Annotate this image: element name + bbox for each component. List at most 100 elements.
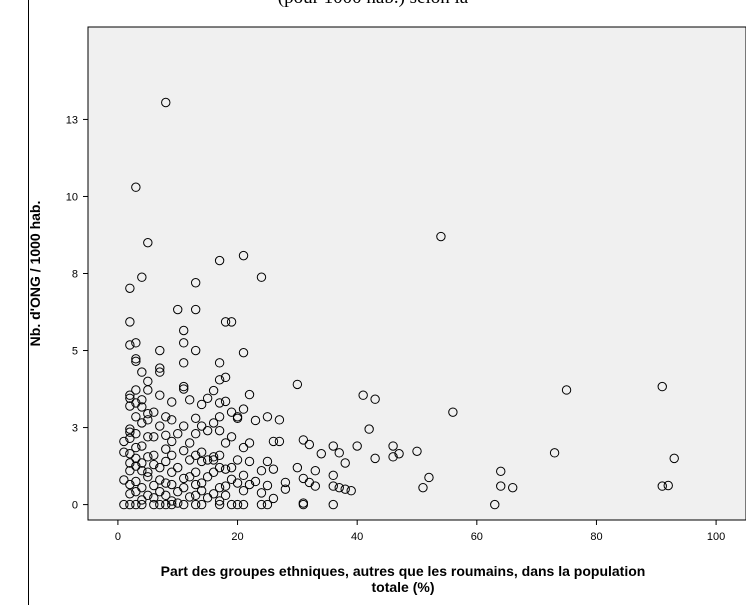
data-point <box>137 495 147 505</box>
data-point <box>340 484 350 494</box>
data-point <box>155 345 165 356</box>
data-point <box>226 317 237 327</box>
data-point <box>196 421 207 431</box>
data-point <box>179 445 189 456</box>
data-point <box>208 467 219 477</box>
data-point <box>179 421 189 431</box>
data-point <box>220 481 231 491</box>
data-point <box>161 412 171 422</box>
data-point <box>155 475 165 485</box>
y-axis-title: Nb. d'ONG / 1000 hab. <box>27 201 43 347</box>
data-point <box>131 412 141 422</box>
data-point <box>155 363 165 373</box>
data-point <box>131 354 141 364</box>
data-point <box>262 412 273 422</box>
data-point <box>137 499 147 510</box>
data-point <box>657 381 667 392</box>
data-point <box>173 304 183 315</box>
data-point <box>238 404 249 414</box>
data-point <box>262 480 273 491</box>
data-point <box>328 470 338 481</box>
figure-frame-line <box>28 0 29 605</box>
data-point <box>125 317 135 327</box>
data-point <box>238 442 249 453</box>
data-point <box>131 442 141 453</box>
data-point <box>262 456 273 467</box>
data-point <box>179 381 189 392</box>
data-point <box>143 408 153 419</box>
data-point <box>167 467 177 477</box>
data-point <box>125 340 135 350</box>
data-point <box>143 490 153 501</box>
data-point <box>202 455 213 465</box>
data-point <box>256 488 267 498</box>
data-point <box>149 432 159 442</box>
data-point <box>125 424 135 434</box>
data-point <box>244 389 255 400</box>
data-point <box>143 472 153 482</box>
data-point <box>149 499 159 510</box>
data-point <box>214 462 225 473</box>
data-point <box>161 430 171 440</box>
data-point <box>173 498 183 508</box>
data-point <box>244 438 255 448</box>
data-point <box>155 499 165 510</box>
data-point <box>137 367 147 377</box>
data-point <box>358 390 368 400</box>
data-point <box>238 499 249 510</box>
data-point <box>131 338 141 348</box>
x-tick-label: 80 <box>590 531 602 543</box>
data-point <box>137 418 147 428</box>
data-point <box>131 476 141 487</box>
data-point <box>179 473 189 484</box>
data-point <box>190 429 201 439</box>
data-point <box>214 412 225 422</box>
data-point <box>196 486 207 496</box>
data-point <box>137 272 147 282</box>
data-point <box>448 407 458 417</box>
data-point <box>155 390 165 400</box>
data-point <box>370 394 380 404</box>
data-point <box>131 461 141 471</box>
data-point <box>125 433 135 444</box>
data-point <box>125 390 135 400</box>
data-point <box>657 481 667 491</box>
data-point <box>167 415 177 425</box>
data-point <box>137 458 147 468</box>
data-point <box>119 499 129 510</box>
top-caption-fragment: (pour 1000 hab.) selon la <box>0 0 746 9</box>
y-tick-label: 13 <box>66 114 78 126</box>
data-point <box>190 490 201 501</box>
data-point <box>184 492 195 502</box>
data-point <box>508 482 518 493</box>
data-point <box>161 444 171 454</box>
y-tick-label: 8 <box>72 269 78 281</box>
data-point <box>179 338 189 348</box>
data-point <box>292 462 303 473</box>
data-point <box>125 489 135 499</box>
data-point <box>167 450 177 460</box>
data-point <box>226 499 237 510</box>
x-tick-label: 0 <box>115 531 121 543</box>
data-point <box>226 462 237 473</box>
x-axis-title-line-2: totale (%) <box>372 579 435 595</box>
data-point <box>663 480 673 491</box>
data-point <box>208 385 219 396</box>
data-point <box>214 482 225 493</box>
data-point <box>214 425 225 436</box>
data-point <box>280 484 291 494</box>
data-point <box>161 97 171 108</box>
data-point <box>226 432 237 442</box>
data-point <box>161 499 171 510</box>
data-point <box>232 478 243 488</box>
data-point <box>328 441 338 451</box>
data-point <box>190 345 201 356</box>
data-point <box>238 347 249 358</box>
data-point <box>131 453 141 464</box>
data-point <box>119 436 129 447</box>
data-point <box>328 499 338 510</box>
data-point <box>298 435 309 445</box>
data-points <box>119 97 679 510</box>
data-point <box>220 372 231 383</box>
